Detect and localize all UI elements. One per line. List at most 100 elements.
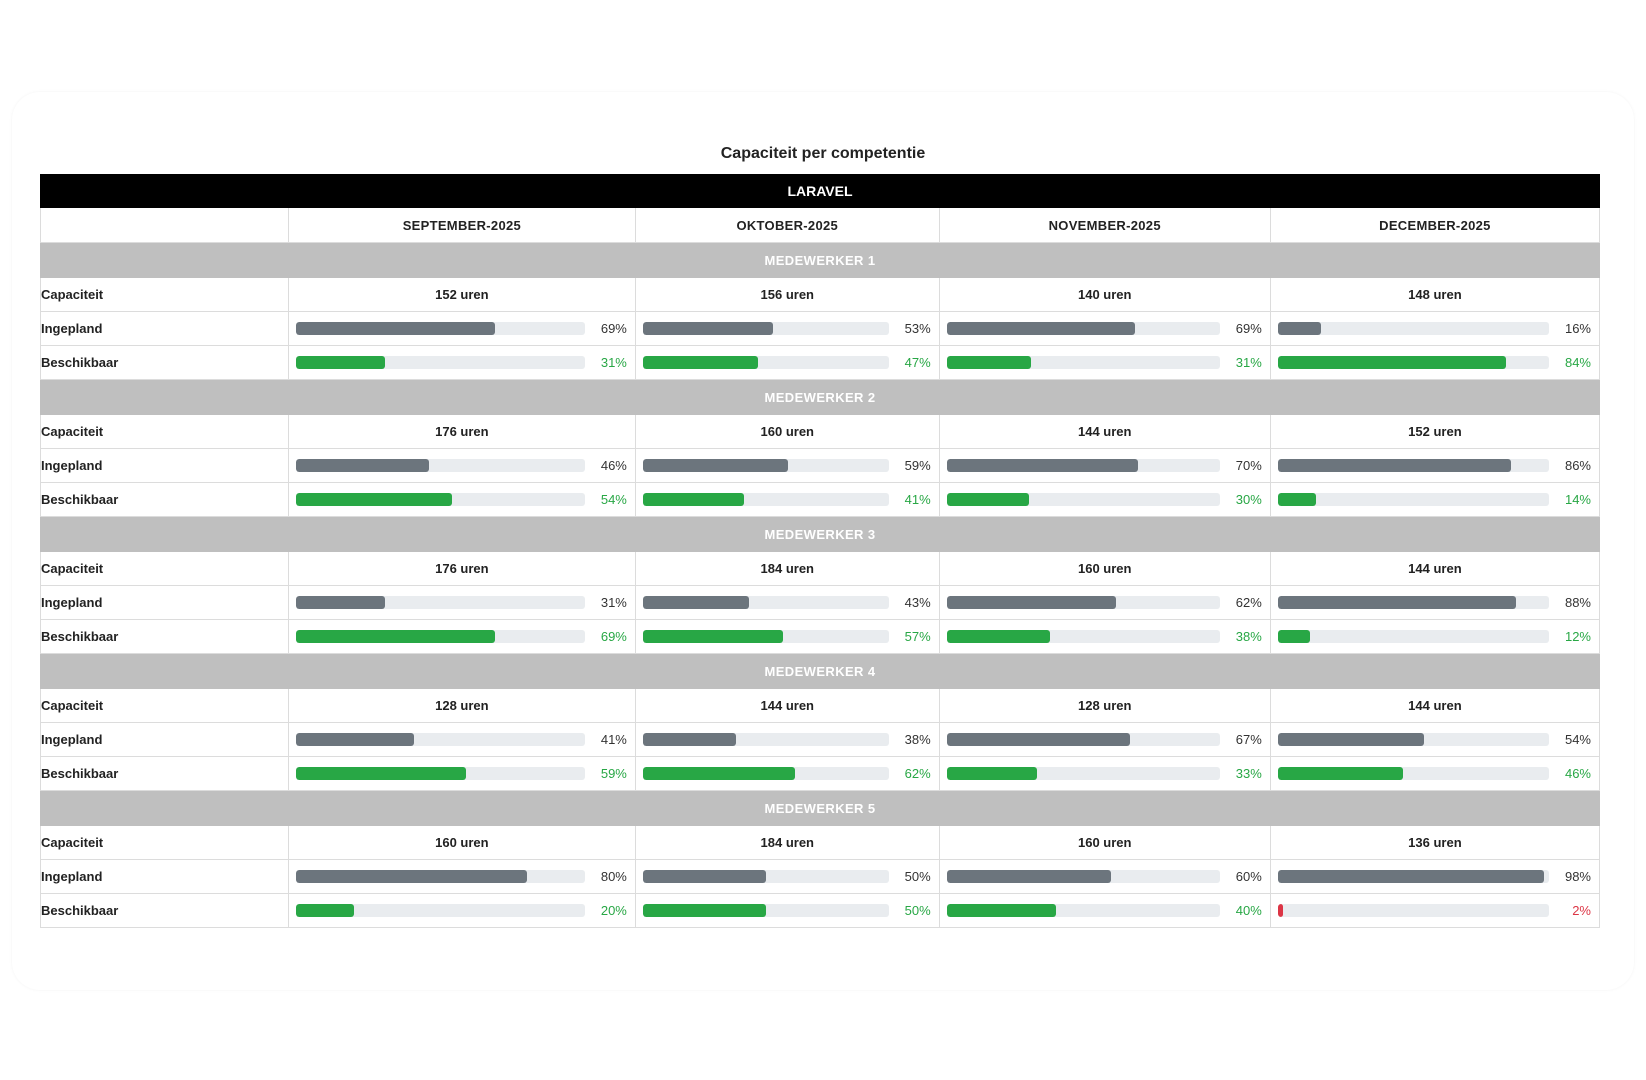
planned-progress-bar: [946, 459, 1220, 472]
available-cell: 14%: [1269, 482, 1601, 517]
available-progress-bar: [642, 630, 889, 643]
employee-header-row: MEDEWERKER 4: [40, 653, 1600, 689]
planned-cell: 31%: [287, 585, 636, 620]
available-progress-bar: [1277, 356, 1549, 369]
employee-name: MEDEWERKER 3: [40, 516, 1600, 552]
employee-header-row: MEDEWERKER 3: [40, 516, 1600, 552]
planned-cell: 16%: [1269, 311, 1601, 346]
available-progress-bar: [946, 904, 1220, 917]
planned-label: Ingepland: [40, 311, 289, 346]
available-progress-fill: [642, 493, 744, 506]
planned-percentage: 60%: [1235, 869, 1262, 884]
planned-row: Ingepland 46% 59% 70% 86%: [40, 448, 1601, 483]
planned-progress-fill: [295, 322, 496, 335]
planned-cell: 38%: [634, 722, 940, 757]
employee-name: MEDEWERKER 4: [40, 653, 1600, 689]
available-progress-bar: [295, 767, 585, 780]
available-progress-fill: [642, 356, 759, 369]
available-label: Beschikbaar: [40, 482, 289, 517]
available-label: Beschikbaar: [40, 619, 289, 654]
planned-cell: 80%: [287, 859, 636, 894]
planned-progress-bar: [946, 322, 1220, 335]
planned-cell: 54%: [1269, 722, 1601, 757]
available-cell: 62%: [634, 756, 940, 791]
capacity-hours: 160 uren: [287, 825, 636, 860]
available-progress-fill: [946, 356, 1032, 369]
month-header: OKTOBER-2025: [634, 207, 940, 243]
planned-cell: 59%: [634, 448, 940, 483]
capacity-hours: 128 uren: [938, 688, 1271, 723]
available-progress-fill: [295, 356, 386, 369]
planned-progress-fill: [642, 733, 737, 746]
available-row: Beschikbaar 59% 62% 33% 46%: [40, 756, 1601, 791]
available-label: Beschikbaar: [40, 345, 289, 380]
available-cell: 54%: [287, 482, 636, 517]
available-percentage: 20%: [600, 903, 627, 918]
planned-progress-bar: [642, 459, 889, 472]
available-cell: 20%: [287, 893, 636, 928]
planned-percentage: 88%: [1564, 595, 1591, 610]
planned-cell: 53%: [634, 311, 940, 346]
available-progress-bar: [295, 356, 585, 369]
available-row: Beschikbaar 54% 41% 30% 14%: [40, 482, 1601, 517]
planned-percentage: 53%: [904, 321, 931, 336]
available-cell: 69%: [287, 619, 636, 654]
available-progress-fill: [946, 904, 1056, 917]
planned-progress-fill: [1277, 459, 1512, 472]
available-cell: 12%: [1269, 619, 1601, 654]
planned-progress-bar: [1277, 322, 1549, 335]
planned-progress-bar: [295, 596, 585, 609]
planned-progress-fill: [946, 459, 1138, 472]
month-header-row: SEPTEMBER-2025 OKTOBER-2025 NOVEMBER-202…: [40, 207, 1601, 243]
employee-name: MEDEWERKER 2: [40, 379, 1600, 415]
capacity-hours: 144 uren: [1269, 551, 1601, 586]
capacity-hours: 128 uren: [287, 688, 636, 723]
planned-progress-fill: [1277, 596, 1517, 609]
planned-progress-bar: [1277, 870, 1549, 883]
available-cell: 47%: [634, 345, 940, 380]
planned-cell: 62%: [938, 585, 1271, 620]
capacity-hours: 156 uren: [634, 277, 940, 312]
available-progress-fill: [946, 493, 1029, 506]
planned-row: Ingepland 69% 53% 69% 16%: [40, 311, 1601, 346]
available-progress-fill: [642, 904, 766, 917]
capacity-label: Capaciteit: [40, 414, 289, 449]
available-row: Beschikbaar 20% 50% 40% 2%: [40, 893, 1601, 928]
corner-cell: [40, 207, 289, 243]
available-row: Beschikbaar 31% 47% 31% 84%: [40, 345, 1601, 380]
planned-percentage: 46%: [600, 458, 627, 473]
planned-progress-bar: [295, 870, 585, 883]
planned-percentage: 38%: [904, 732, 931, 747]
available-percentage: 31%: [600, 355, 627, 370]
available-progress-bar: [642, 493, 889, 506]
capacity-row: Capaciteit 152 uren 156 uren 140 uren 148 ur…: [40, 277, 1601, 312]
planned-percentage: 69%: [1235, 321, 1262, 336]
available-cell: 46%: [1269, 756, 1601, 791]
capacity-hours: 144 uren: [938, 414, 1271, 449]
planned-progress-bar: [642, 733, 889, 746]
capacity-hours: 176 uren: [287, 414, 636, 449]
capacity-hours: 140 uren: [938, 277, 1271, 312]
planned-percentage: 41%: [600, 732, 627, 747]
planned-cell: 41%: [287, 722, 636, 757]
planned-progress-fill: [295, 870, 528, 883]
planned-progress-bar: [642, 596, 889, 609]
available-percentage: 14%: [1564, 492, 1591, 507]
competence-title: LARAVEL: [40, 174, 1600, 208]
planned-label: Ingepland: [40, 859, 289, 894]
capacity-label: Capaciteit: [40, 551, 289, 586]
available-percentage: 12%: [1564, 629, 1591, 644]
available-progress-bar: [642, 356, 889, 369]
capacity-label: Capaciteit: [40, 825, 289, 860]
available-cell: 57%: [634, 619, 940, 654]
planned-cell: 88%: [1269, 585, 1601, 620]
available-percentage: 38%: [1235, 629, 1262, 644]
planned-progress-bar: [1277, 596, 1549, 609]
capacity-hours: 152 uren: [287, 277, 636, 312]
available-cell: 30%: [938, 482, 1271, 517]
planned-cell: 69%: [287, 311, 636, 346]
planned-percentage: 86%: [1564, 458, 1591, 473]
planned-percentage: 54%: [1564, 732, 1591, 747]
planned-label: Ingepland: [40, 722, 289, 757]
available-percentage: 59%: [600, 766, 627, 781]
